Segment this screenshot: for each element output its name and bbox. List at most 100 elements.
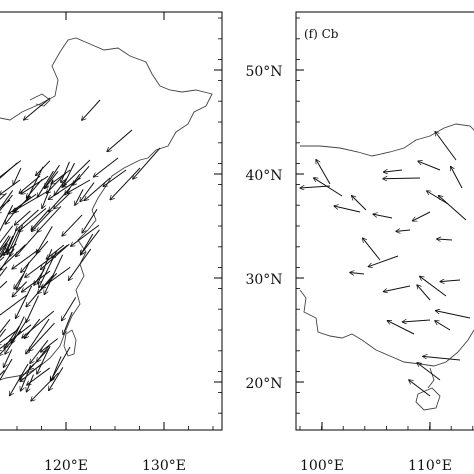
wind-vector-arrow bbox=[435, 311, 471, 319]
wind-vector-arrow bbox=[46, 173, 66, 194]
wind-vector-arrow bbox=[49, 367, 64, 390]
wind-vector-arrow bbox=[334, 206, 361, 213]
wind-vector-arrow bbox=[420, 276, 447, 297]
wind-vector-arrow bbox=[107, 129, 133, 152]
right-y-axis: 50°N 40°N 30°N 20°N bbox=[245, 64, 282, 392]
wind-vector-arrow bbox=[80, 182, 95, 202]
wind-vector-arrow bbox=[51, 244, 68, 258]
right-southern-border bbox=[299, 289, 474, 367]
wind-vector-arrow bbox=[0, 256, 5, 262]
wind-vector-arrow bbox=[82, 208, 98, 233]
wind-vector-arrow bbox=[30, 339, 49, 363]
wind-vector-arrow bbox=[383, 178, 421, 179]
left-wind-vectors bbox=[0, 97, 161, 401]
wind-vector-arrow bbox=[0, 243, 17, 258]
left-coastline bbox=[0, 37, 213, 381]
wind-vector-arrow bbox=[65, 174, 81, 195]
wind-vector-arrow bbox=[352, 196, 367, 211]
wind-vector-arrow bbox=[62, 214, 83, 236]
wind-vector-arrow bbox=[4, 235, 14, 256]
left-x-tick-label-130: 130°E bbox=[142, 458, 186, 474]
wind-vector-arrow bbox=[62, 297, 77, 320]
wind-vector-arrow bbox=[396, 230, 411, 231]
right-y-tick-label-20n: 20°N bbox=[245, 376, 282, 392]
wind-vector-arrow bbox=[48, 177, 81, 199]
wind-vector-arrow bbox=[5, 207, 18, 224]
wind-vector-arrow bbox=[417, 363, 441, 381]
wind-vector-arrow bbox=[412, 211, 431, 221]
wind-vector-arrow bbox=[438, 196, 467, 221]
wind-vector-arrow bbox=[42, 179, 54, 209]
wind-vector-arrow bbox=[0, 248, 15, 272]
right-leizhou-coast bbox=[427, 367, 435, 389]
wind-vector-arrow bbox=[0, 225, 14, 244]
wind-vector-arrow bbox=[51, 356, 62, 380]
wind-vector-arrow bbox=[32, 210, 52, 232]
wind-vector-arrow bbox=[46, 244, 65, 259]
wind-vector-arrow bbox=[363, 238, 381, 261]
wind-vector-arrow bbox=[37, 205, 62, 232]
wind-vector-arrow bbox=[67, 179, 91, 193]
wind-vector-arrow bbox=[29, 322, 55, 351]
wind-vector-arrow bbox=[6, 229, 17, 253]
right-y-tick-label-40n: 40°N bbox=[245, 168, 282, 184]
wind-vector-arrow bbox=[37, 345, 51, 374]
wind-vector-arrow bbox=[25, 318, 41, 338]
wind-vector-arrow bbox=[21, 270, 51, 292]
wind-vector-arrow bbox=[73, 165, 90, 185]
wind-vector-arrow bbox=[103, 169, 127, 187]
right-map-frame bbox=[295, 11, 474, 431]
wind-vector-arrow bbox=[12, 249, 39, 269]
wind-vector-arrow bbox=[0, 370, 5, 376]
wind-vector-arrow bbox=[418, 161, 441, 171]
wind-vector-arrow bbox=[14, 210, 31, 225]
wind-vector-arrow bbox=[68, 248, 92, 280]
wind-vector-arrow bbox=[13, 167, 22, 185]
right-map-panel: (f) Cb 100°E 110°E bbox=[214, 11, 474, 474]
left-island-taiwan bbox=[63, 329, 77, 357]
right-y-tick-label-50n: 50°N bbox=[245, 64, 282, 80]
wind-vector-arrow bbox=[7, 230, 20, 255]
wind-vector-arrow bbox=[435, 321, 451, 331]
wind-vector-arrow bbox=[24, 97, 51, 120]
wind-vector-arrow bbox=[26, 179, 43, 197]
left-x-axis: 120°E 130°E bbox=[16, 12, 214, 474]
wind-vector-arrow bbox=[0, 190, 14, 210]
wind-vector-arrow bbox=[383, 285, 411, 292]
wind-vector-arrow bbox=[451, 166, 463, 189]
wind-vector-arrow bbox=[383, 170, 403, 172]
wind-vector-arrow bbox=[37, 345, 50, 362]
wind-vector-arrow bbox=[44, 170, 59, 188]
wind-vector-arrow bbox=[26, 295, 39, 323]
wind-vector-arrow bbox=[10, 363, 29, 396]
wind-vector-arrow bbox=[133, 147, 161, 179]
wind-vector-arrow bbox=[71, 224, 100, 246]
wind-vector-arrow bbox=[36, 160, 51, 176]
wind-vector-arrow bbox=[75, 189, 84, 205]
wind-vector-arrow bbox=[316, 160, 331, 185]
wind-vector-arrow bbox=[80, 233, 94, 255]
wind-vector-arrow bbox=[93, 157, 119, 177]
wind-vector-arrow bbox=[36, 226, 53, 253]
wind-vector-arrow bbox=[409, 380, 431, 397]
wind-vector-arrow bbox=[26, 274, 55, 306]
wind-vector-arrow bbox=[437, 239, 453, 240]
wind-vector-arrow bbox=[18, 207, 47, 231]
wind-vector-arrow bbox=[0, 294, 28, 316]
wind-vector-arrow bbox=[51, 169, 71, 184]
wind-vector-arrow bbox=[13, 189, 51, 212]
wind-vector-arrow bbox=[84, 177, 111, 201]
wind-vector-arrow bbox=[34, 269, 45, 286]
wind-vector-arrow bbox=[0, 162, 18, 179]
right-northern-border bbox=[300, 123, 474, 157]
wind-vector-arrow bbox=[0, 194, 13, 214]
wind-vector-arrow bbox=[0, 328, 7, 338]
wind-vector-arrow bbox=[0, 235, 10, 250]
wind-vector-arrow bbox=[8, 193, 37, 214]
wind-vector-arrow bbox=[427, 191, 449, 205]
wind-vector-arrow bbox=[19, 363, 35, 380]
wind-vector-arrow bbox=[314, 178, 343, 197]
wind-vector-arrow bbox=[21, 240, 49, 272]
wind-vector-arrow bbox=[423, 356, 461, 361]
